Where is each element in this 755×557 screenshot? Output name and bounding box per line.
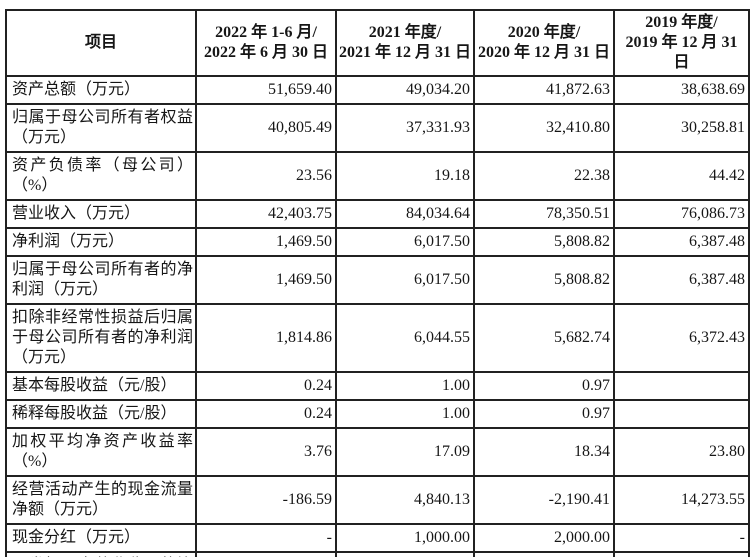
- cell-value: 1,814.86: [195, 303, 337, 373]
- cell-value: 6,017.50: [335, 255, 475, 305]
- cell-value: 37,331.93: [335, 103, 475, 153]
- row-label: 资产总额（万元）: [5, 75, 197, 105]
- table-row: 营业收入（万元） 42,403.75 84,034.64 78,350.51 7…: [5, 199, 750, 229]
- table-row: 经营活动产生的现金流量净额（万元） -186.59 4,840.13 -2,19…: [5, 475, 750, 525]
- period-line-2: 2022 年 6 月 30 日: [203, 44, 328, 61]
- cell-value: 1.00: [335, 371, 475, 401]
- row-label: 营业收入（万元）: [5, 199, 197, 229]
- period-line-2: 2019 年 12 月 31 日: [625, 34, 738, 71]
- cell-value: -186.59: [195, 475, 337, 525]
- row-label: 加权平均净资产收益率（%）: [5, 427, 197, 477]
- cell-value: 6,387.48: [613, 227, 750, 257]
- cell-value: 76,086.73: [613, 199, 750, 229]
- cell-value: 22.38: [473, 151, 615, 201]
- row-label: 现金分红（万元）: [5, 523, 197, 553]
- table-row: 现金分红（万元） - 1,000.00 2,000.00 -: [5, 523, 750, 553]
- table-row: 扣除非经常性损益后归属于母公司所有者的净利润（万元） 1,814.86 6,04…: [5, 303, 750, 373]
- period-line-2: 2020 年 12 月 31 日: [477, 44, 610, 61]
- cell-value: 14,273.55: [613, 475, 750, 525]
- cell-value: 19.18: [335, 151, 475, 201]
- cell-value: 0.97: [473, 371, 615, 401]
- column-header-item: 项目: [5, 9, 197, 77]
- table-row: 归属于母公司所有者的净利润（万元） 1,469.50 6,017.50 5,80…: [5, 255, 750, 305]
- cell-value: 51,659.40: [195, 75, 337, 105]
- column-header-2020: 2020 年度/ 2020 年 12 月 31 日: [473, 9, 615, 77]
- table-row: 加权平均净资产收益率（%） 3.76 17.09 18.34 23.80: [5, 427, 750, 477]
- row-label: 扣除非经常性损益后归属于母公司所有者的净利润（万元）: [5, 303, 197, 373]
- column-header-2019: 2019 年度/ 2019 年 12 月 31 日: [613, 9, 750, 77]
- cell-value: 0.24: [195, 399, 337, 429]
- cell-value: 44.42: [613, 151, 750, 201]
- cell-value: -: [613, 523, 750, 553]
- cell-value: 0.79%: [335, 551, 475, 557]
- period-line-2: 2021 年 12 月 31 日: [338, 44, 471, 61]
- cell-value: 41,872.63: [473, 75, 615, 105]
- period-line-1: 2019 年度/: [645, 14, 718, 31]
- row-label: 净利润（万元）: [5, 227, 197, 257]
- cell-value: 1.00: [335, 399, 475, 429]
- cell-value: 5,808.82: [473, 255, 615, 305]
- cell-value: 2,000.00: [473, 523, 615, 553]
- cell-value: [613, 399, 750, 429]
- row-label: 研发投入占营业收入的比例（%）: [5, 551, 197, 557]
- cell-value: 1,469.50: [195, 227, 337, 257]
- cell-value: 5,808.82: [473, 227, 615, 257]
- cell-value: 30,258.81: [613, 103, 750, 153]
- header-row: 项目 2022 年 1-6 月/ 2022 年 6 月 30 日 2021 年度…: [5, 9, 750, 77]
- cell-value: 3.76: [195, 427, 337, 477]
- table-row: 归属于母公司所有者权益（万元） 40,805.49 37,331.93 32,4…: [5, 103, 750, 153]
- cell-value: 1,469.50: [195, 255, 337, 305]
- cell-value: 1,000.00: [335, 523, 475, 553]
- cell-value: -2,190.41: [473, 475, 615, 525]
- cell-value: 23.80: [613, 427, 750, 477]
- cell-value: 6,372.43: [613, 303, 750, 373]
- cell-value: 4,840.13: [335, 475, 475, 525]
- cell-value: 6,017.50: [335, 227, 475, 257]
- cell-value: 18.34: [473, 427, 615, 477]
- row-label: 归属于母公司所有者的净利润（万元）: [5, 255, 197, 305]
- cell-value: 84,034.64: [335, 199, 475, 229]
- cell-value: 1.01%: [195, 551, 337, 557]
- cell-value: 5,682.74: [473, 303, 615, 373]
- cell-value: 0.24: [195, 371, 337, 401]
- column-header-2022: 2022 年 1-6 月/ 2022 年 6 月 30 日: [195, 9, 337, 77]
- table-row: 研发投入占营业收入的比例（%） 1.01% 0.79% 0.67% 0.67%: [5, 551, 750, 557]
- row-label: 经营活动产生的现金流量净额（万元）: [5, 475, 197, 525]
- row-label: 稀释每股收益（元/股）: [5, 399, 197, 429]
- row-label: 归属于母公司所有者权益（万元）: [5, 103, 197, 153]
- financial-summary-table: 项目 2022 年 1-6 月/ 2022 年 6 月 30 日 2021 年度…: [5, 9, 750, 557]
- cell-value: 23.56: [195, 151, 337, 201]
- cell-value: 42,403.75: [195, 199, 337, 229]
- table-row: 资产总额（万元） 51,659.40 49,034.20 41,872.63 3…: [5, 75, 750, 105]
- cell-value: 6,387.48: [613, 255, 750, 305]
- cell-value: [613, 371, 750, 401]
- period-line-1: 2021 年度/: [368, 24, 442, 41]
- cell-value: -: [195, 523, 337, 553]
- cell-value: 0.97: [473, 399, 615, 429]
- cell-value: 40,805.49: [195, 103, 337, 153]
- table-row: 净利润（万元） 1,469.50 6,017.50 5,808.82 6,387…: [5, 227, 750, 257]
- table-row: 资产负债率（母公司）（%） 23.56 19.18 22.38 44.42: [5, 151, 750, 201]
- row-label: 资产负债率（母公司）（%）: [5, 151, 197, 201]
- cell-value: 49,034.20: [335, 75, 475, 105]
- cell-value: 0.67%: [613, 551, 750, 557]
- cell-value: 78,350.51: [473, 199, 615, 229]
- cell-value: 6,044.55: [335, 303, 475, 373]
- period-line-1: 2020 年度/: [507, 24, 581, 41]
- table-row: 基本每股收益（元/股） 0.24 1.00 0.97: [5, 371, 750, 401]
- period-line-1: 2022 年 1-6 月/: [215, 24, 317, 41]
- column-header-2021: 2021 年度/ 2021 年 12 月 31 日: [335, 9, 475, 77]
- cell-value: 32,410.80: [473, 103, 615, 153]
- cell-value: 17.09: [335, 427, 475, 477]
- cell-value: 38,638.69: [613, 75, 750, 105]
- table-row: 稀释每股收益（元/股） 0.24 1.00 0.97: [5, 399, 750, 429]
- cell-value: 0.67%: [473, 551, 615, 557]
- row-label: 基本每股收益（元/股）: [5, 371, 197, 401]
